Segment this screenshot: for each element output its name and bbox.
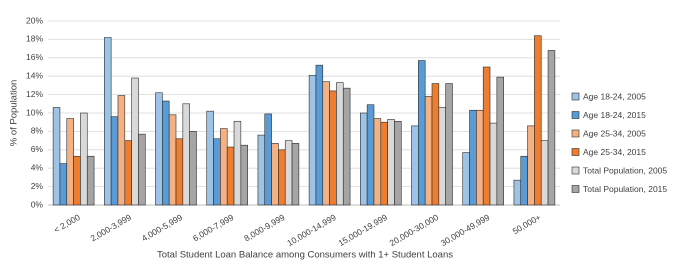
x-tick-label: < 2,000 bbox=[52, 212, 82, 235]
bar bbox=[124, 140, 132, 206]
bar bbox=[220, 128, 228, 206]
legend-label: Total Population, 2015 bbox=[583, 184, 667, 194]
bar bbox=[73, 155, 81, 206]
bar bbox=[540, 140, 549, 206]
x-tick-label: 6,000-7,999 bbox=[191, 212, 236, 243]
y-tick-label: 8% bbox=[31, 126, 44, 136]
bar bbox=[534, 35, 542, 206]
legend-label: Age 18-24, 2015 bbox=[583, 110, 646, 120]
bar bbox=[373, 118, 382, 206]
bar bbox=[182, 103, 190, 206]
bar bbox=[110, 116, 119, 206]
bar bbox=[86, 155, 95, 206]
bar bbox=[257, 134, 266, 206]
bar bbox=[394, 120, 402, 206]
bar bbox=[175, 138, 184, 206]
legend-swatch bbox=[571, 185, 580, 193]
legend-label: Age 25-34, 2005 bbox=[583, 128, 646, 138]
y-tick-label: 20% bbox=[26, 15, 43, 25]
y-tick-label: 14% bbox=[26, 70, 43, 80]
bar bbox=[411, 125, 419, 206]
x-tick-label: 30,000-49,999 bbox=[439, 212, 492, 248]
bar bbox=[489, 122, 498, 206]
x-tick-label: 50,000+ bbox=[511, 212, 543, 236]
bar bbox=[431, 83, 440, 206]
bar bbox=[52, 107, 61, 206]
y-tick-label: 16% bbox=[26, 52, 43, 62]
bar bbox=[445, 83, 453, 206]
bar bbox=[80, 112, 88, 206]
y-tick-label: 4% bbox=[31, 162, 44, 172]
legend-swatch bbox=[571, 148, 580, 156]
legend-swatch bbox=[571, 111, 580, 119]
bar bbox=[284, 140, 293, 206]
x-tick-label: 20,000-30,000 bbox=[388, 212, 441, 248]
bar bbox=[104, 37, 112, 206]
bar bbox=[527, 125, 535, 206]
bar bbox=[482, 66, 491, 206]
bar bbox=[278, 149, 286, 206]
x-axis-title: Total Student Loan Balance among Consume… bbox=[157, 250, 453, 261]
bar bbox=[315, 64, 324, 206]
legend-swatch bbox=[571, 166, 580, 175]
bar bbox=[189, 131, 197, 206]
legend-swatch bbox=[571, 129, 580, 138]
x-tick-label: 10,000-14,999 bbox=[285, 212, 338, 248]
bar bbox=[342, 87, 351, 206]
x-tick-label: 4,000-5,999 bbox=[140, 212, 185, 243]
bar bbox=[547, 50, 556, 206]
bar bbox=[155, 92, 163, 206]
legend-label: Total Population, 2005 bbox=[583, 165, 667, 175]
bar bbox=[380, 121, 388, 206]
bar bbox=[360, 112, 368, 206]
bar bbox=[213, 138, 221, 206]
bar bbox=[240, 144, 248, 206]
bar bbox=[322, 81, 330, 206]
bar bbox=[387, 119, 395, 206]
y-axis-title: % of Population bbox=[9, 80, 20, 147]
bar bbox=[496, 76, 504, 206]
bar bbox=[162, 100, 170, 206]
bar bbox=[291, 143, 300, 206]
bar bbox=[66, 118, 74, 206]
bar bbox=[418, 60, 426, 206]
x-tick-label: 15,000-19,999 bbox=[336, 212, 389, 248]
x-tick-label: 8,000-9,999 bbox=[242, 212, 287, 243]
bar bbox=[462, 152, 470, 206]
legend-label: Age 18-24, 2005 bbox=[583, 91, 646, 101]
bar bbox=[117, 95, 126, 206]
bar bbox=[520, 155, 528, 206]
bar bbox=[233, 120, 242, 206]
bar bbox=[206, 110, 214, 206]
y-tick-label: 6% bbox=[31, 144, 44, 154]
bar bbox=[476, 109, 484, 206]
legend-swatch bbox=[571, 92, 580, 101]
bar bbox=[308, 74, 317, 206]
y-tick-label: 12% bbox=[26, 89, 43, 99]
bar bbox=[469, 109, 477, 206]
legend-label: Age 25-34, 2015 bbox=[583, 147, 646, 157]
bar bbox=[438, 107, 446, 206]
x-tick-label: 2,000-3,999 bbox=[89, 212, 134, 243]
y-tick-label: 18% bbox=[26, 34, 43, 44]
bar bbox=[366, 104, 375, 206]
bar bbox=[329, 90, 337, 206]
bar bbox=[424, 96, 433, 206]
bar bbox=[513, 179, 522, 206]
bar bbox=[226, 146, 235, 206]
bar bbox=[138, 133, 146, 206]
y-tick-label: 0% bbox=[31, 199, 44, 209]
y-tick-label: 10% bbox=[26, 107, 43, 117]
y-tick-label: 2% bbox=[31, 181, 44, 191]
bar bbox=[131, 77, 139, 206]
bar bbox=[264, 113, 272, 206]
bar bbox=[336, 82, 344, 206]
bar bbox=[168, 114, 177, 206]
bar bbox=[271, 143, 279, 206]
bar bbox=[59, 163, 68, 206]
